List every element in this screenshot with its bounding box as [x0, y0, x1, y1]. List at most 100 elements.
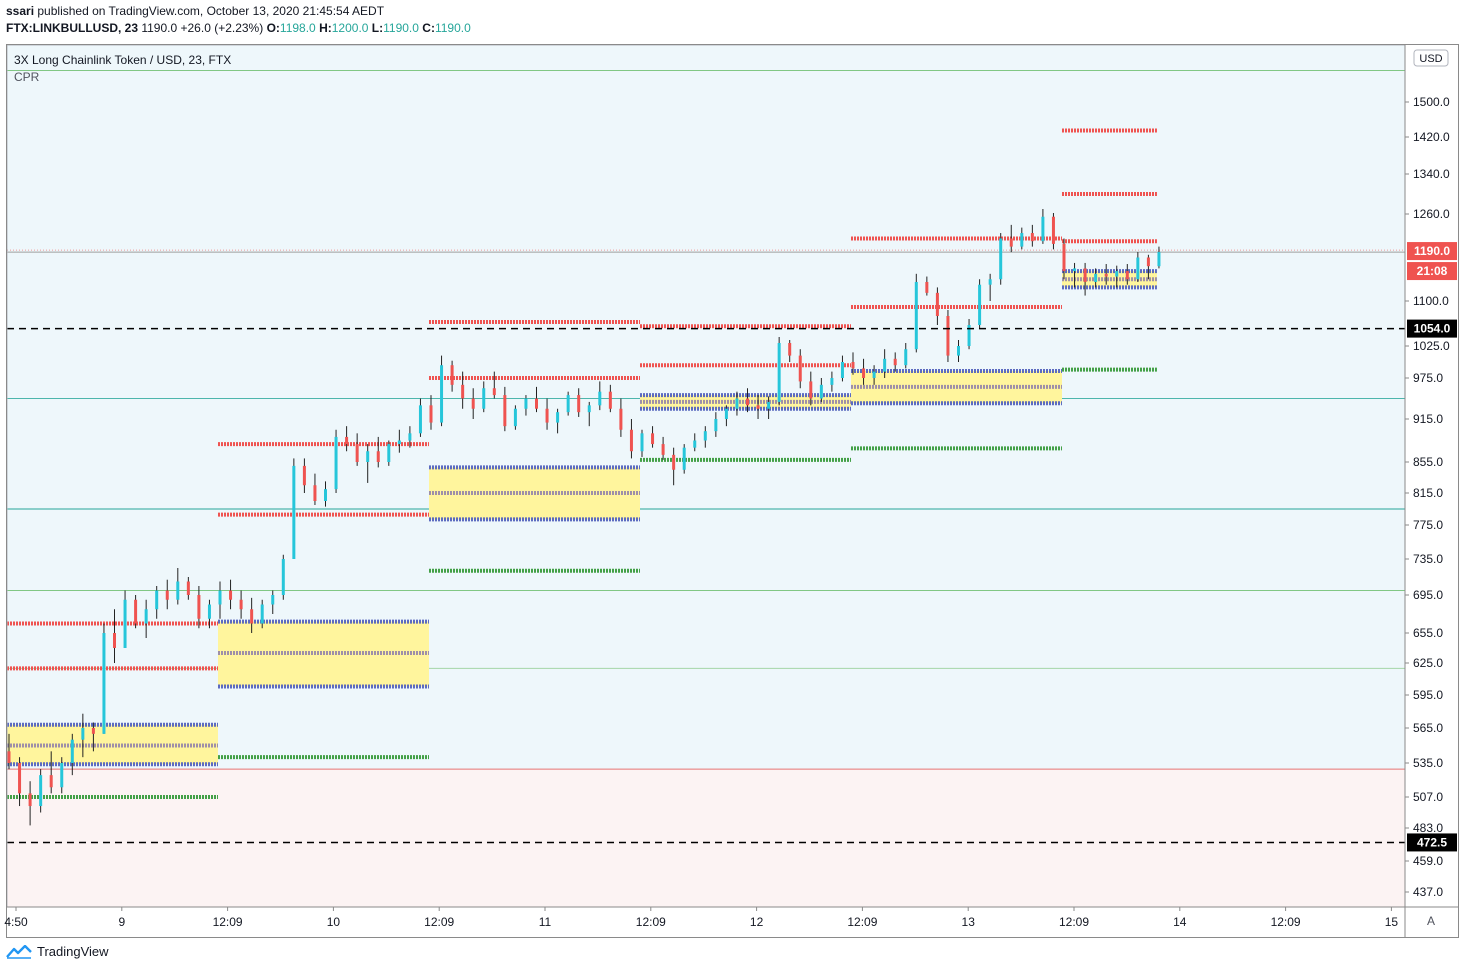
- x-tick-label: 14: [1173, 915, 1187, 929]
- candle: [313, 473, 317, 505]
- y-tick-label: 915.0: [1413, 412, 1443, 426]
- close-label: C:: [422, 21, 435, 35]
- candle: [450, 360, 454, 392]
- last-price-badge: 1190.0: [1407, 242, 1457, 261]
- dashed-level-badge-0: 1054.0: [1407, 319, 1457, 338]
- candle: [883, 349, 887, 378]
- published-text: published on TradingView.com, October 13…: [37, 4, 385, 18]
- candle: [387, 440, 391, 466]
- candle: [598, 381, 602, 411]
- candle: [355, 433, 359, 466]
- candle: [429, 395, 433, 430]
- candle: [471, 388, 475, 419]
- candle: [545, 398, 549, 430]
- candle: [682, 444, 686, 474]
- candle: [39, 769, 43, 813]
- candle: [1083, 262, 1087, 296]
- candle: [862, 358, 866, 385]
- candle: [714, 412, 718, 437]
- candle: [1051, 213, 1055, 250]
- candle: [693, 433, 697, 452]
- candle: [830, 371, 834, 392]
- candle: [102, 623, 106, 734]
- x-tick-label: 12: [750, 915, 764, 929]
- x-tick-label: 12:09: [1059, 915, 1089, 929]
- candle: [345, 426, 349, 452]
- y-tick-label: 1420.0: [1413, 130, 1450, 144]
- x-tick-label: 12:09: [424, 915, 454, 929]
- y-tick-label: 655.0: [1413, 626, 1443, 640]
- auto-scale-button[interactable]: A: [1420, 912, 1442, 930]
- currency-button[interactable]: USD: [1413, 49, 1449, 67]
- candle: [123, 590, 127, 648]
- svg-text:1054.0: 1054.0: [1414, 322, 1451, 336]
- plot-background-lower: [7, 769, 1405, 907]
- candle: [18, 757, 22, 807]
- y-tick-label: 625.0: [1413, 656, 1443, 670]
- candle: [376, 436, 380, 468]
- candle: [292, 458, 296, 559]
- candle: [1020, 227, 1024, 250]
- candle: [809, 371, 813, 406]
- candle: [144, 599, 148, 638]
- candle: [1157, 246, 1161, 269]
- candle: [186, 577, 190, 600]
- candle: [872, 365, 876, 385]
- candle: [746, 388, 749, 413]
- candle: [946, 310, 950, 362]
- chart-header: ssari published on TradingView.com, Octo…: [6, 3, 1456, 37]
- candle: [819, 378, 823, 402]
- candle: [608, 384, 612, 413]
- candle: [1115, 265, 1119, 288]
- candle: [218, 581, 222, 619]
- low-value: 1190.0: [383, 21, 419, 35]
- candle: [482, 381, 486, 413]
- x-tick-label: 9: [118, 915, 125, 929]
- publisher-name[interactable]: ssari: [6, 4, 35, 18]
- candle: [70, 733, 74, 776]
- candle: [777, 337, 781, 406]
- candle: [703, 426, 707, 448]
- candle: [724, 405, 728, 427]
- footer-brand[interactable]: TradingView: [6, 944, 109, 959]
- footer-brand-text: TradingView: [37, 944, 109, 959]
- y-tick-label: 1260.0: [1413, 207, 1450, 221]
- y-tick-label: 855.0: [1413, 455, 1443, 469]
- candle: [1094, 268, 1098, 288]
- candle: [461, 371, 465, 409]
- countdown-badge: 21:08: [1407, 262, 1457, 281]
- indicator-label[interactable]: CPR: [14, 70, 40, 84]
- candle: [788, 340, 792, 362]
- candle: [735, 391, 739, 416]
- candle: [271, 590, 275, 614]
- y-tick-label: 595.0: [1413, 688, 1443, 702]
- candle: [999, 233, 1003, 285]
- candle: [935, 287, 939, 325]
- candle: [1104, 264, 1108, 285]
- x-tick-label: 13: [962, 915, 976, 929]
- candle: [302, 458, 306, 493]
- chart-title: 3X Long Chainlink Token / USD, 23, FTX: [14, 53, 232, 67]
- high-label: H:: [319, 21, 332, 35]
- candle: [503, 386, 507, 432]
- y-tick-label: 735.0: [1413, 552, 1443, 566]
- candle: [957, 340, 960, 362]
- candle: [229, 579, 233, 610]
- x-tick-label: 10: [327, 915, 341, 929]
- candle: [756, 395, 760, 419]
- candle: [1030, 224, 1034, 247]
- y-tick-label: 1025.0: [1413, 339, 1450, 353]
- candle: [1125, 264, 1129, 285]
- x-tick-label: 12:09: [636, 915, 666, 929]
- y-tick-label: 437.0: [1413, 885, 1443, 899]
- x-tick-label: 12:09: [847, 915, 877, 929]
- low-label: L:: [371, 21, 384, 35]
- chart-legend: 3X Long Chainlink Token / USD, 23, FTX C…: [14, 52, 231, 86]
- price-change: +26.0 (+2.23%): [180, 21, 264, 35]
- candle: [988, 273, 992, 301]
- candle: [176, 568, 180, 605]
- candle: [513, 405, 517, 430]
- candle: [440, 355, 444, 427]
- y-tick-label: 815.0: [1413, 486, 1443, 500]
